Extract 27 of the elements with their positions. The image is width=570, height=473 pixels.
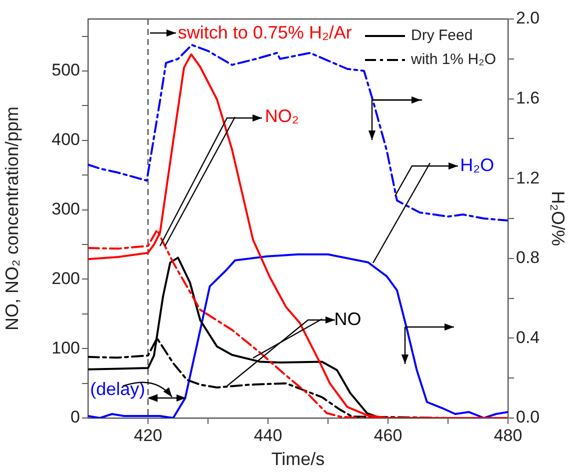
y2-tick-label: 2.0 [516,8,540,28]
line-series [88,44,508,222]
x-tick-label: 480 [494,426,522,445]
y2-tick-label: 0.8 [516,248,540,268]
y2-tick-label: 1.2 [516,168,540,188]
x-axis-title: Time/s [271,449,325,470]
y-tick-label: 500 [52,60,80,80]
y2-tick-label: 0.0 [516,408,540,427]
y-axis-title: NO, NO₂ concentration/ppm [2,106,22,331]
y-tick-label: 0 [70,408,80,427]
y-tick-label: 400 [52,130,80,150]
y-tick-label: 300 [52,200,80,219]
y2-tick-label: 0.4 [516,328,540,347]
x-tick-label: 420 [134,426,162,445]
annotation: NO [334,308,362,329]
y2-tick-label: 1.6 [516,88,540,108]
x-tick-label: 460 [374,426,402,445]
x-tick-label: 440 [254,426,282,445]
annotation: NO₂ [264,106,299,126]
annotation: (delay) [90,379,146,400]
legend-label: Dry Feed [411,27,473,44]
annotation: H₂O [460,154,494,175]
y-tick-label: 100 [52,338,80,358]
y2-axis-title: H₂O/% [548,191,568,246]
annotation: switch to 0.75% H₂/Ar [178,22,352,42]
legend-label: with 1% H₂O [410,51,496,68]
y-tick-label: 200 [52,268,80,288]
